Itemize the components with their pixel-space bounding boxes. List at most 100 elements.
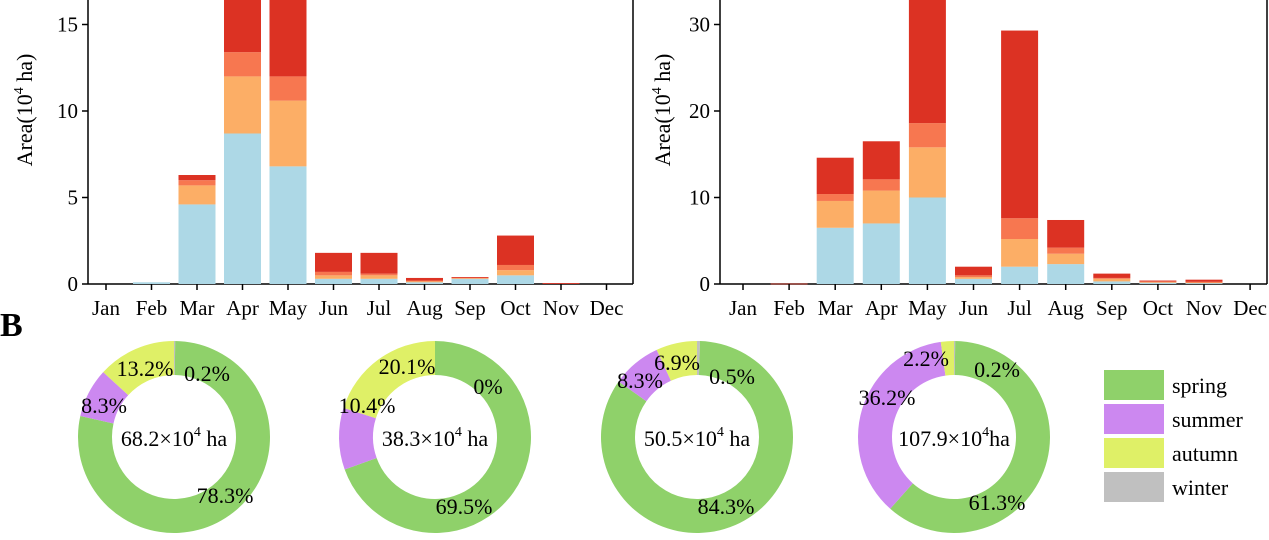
x-tick-label: Apr (865, 296, 898, 320)
bar-segment (1139, 282, 1177, 284)
center-value: 38.3×10 (382, 426, 455, 451)
bar-segment (224, 76, 261, 134)
bar-segment (1139, 280, 1177, 282)
x-tick-label: Sep (1096, 296, 1128, 320)
x-tick-label: Mar (818, 296, 853, 320)
x-tick-label: Jan (729, 296, 757, 320)
slice-percent-label: 13.2% (117, 356, 174, 381)
donut-slice (858, 341, 946, 509)
y-tick-label: 10 (57, 99, 78, 123)
donut-slice (103, 341, 174, 396)
slice-percent-label: 0.5% (709, 364, 755, 389)
donut-center-total: 68.2×104 ha (121, 425, 227, 451)
bar-segment (1001, 239, 1039, 267)
bar-segment (542, 283, 580, 284)
x-tick-label: May (908, 296, 947, 320)
center-value: 68.2×10 (121, 426, 194, 451)
donut-slice (78, 341, 270, 533)
center-exponent: 4 (455, 425, 462, 440)
legend-label-winter: winter (1172, 475, 1229, 500)
y-axis-label: Area(104 ha) (650, 54, 675, 167)
slice-percent-label: 2.2% (903, 346, 949, 371)
x-tick-label: Nov (543, 296, 580, 320)
x-tick-label: Jan (92, 296, 120, 320)
bar-segment (451, 278, 489, 284)
bar-segment (269, 166, 307, 284)
donut-slice (174, 341, 176, 376)
bar-segment (315, 252, 352, 272)
bar-segment (1185, 279, 1223, 282)
bar-segment (1185, 282, 1223, 284)
bar-segment (1001, 218, 1039, 240)
donut-charts: 0.2%78.3%8.3%13.2%68.2×104 ha0%69.5%10.4… (78, 341, 1051, 534)
bar-segment (497, 264, 534, 271)
bar-segment (315, 271, 352, 276)
legend-label-spring: spring (1172, 373, 1227, 398)
donut-center-total: 107.9×104ha (898, 425, 1010, 451)
bar-segment (315, 278, 352, 284)
bar-segment (1139, 281, 1177, 283)
y-tick-label: 10 (689, 186, 710, 210)
panel-label-b: B (0, 307, 23, 344)
bar-segment (178, 180, 216, 186)
bar-segment (908, 197, 946, 284)
x-tick-label: Jul (1007, 296, 1032, 320)
center-exponent: 4 (717, 425, 724, 440)
bar-segment (406, 281, 443, 283)
bar-segment (816, 227, 854, 284)
x-tick-label: Aug (1048, 296, 1085, 320)
x-tick-label: Oct (1143, 296, 1173, 320)
bar-segment (1093, 281, 1131, 284)
x-tick-label: Dec (1233, 296, 1267, 320)
y-tick-label: 5 (68, 186, 79, 210)
y-tick-label: 30 (689, 13, 710, 37)
donut-slice (697, 341, 701, 376)
x-tick-label: Sep (454, 296, 486, 320)
bar-segment (269, 76, 307, 101)
center-exponent: 4 (194, 425, 201, 440)
legend-swatch-winter (1104, 472, 1164, 502)
legend-swatch-spring (1104, 370, 1164, 400)
bar-segment (1047, 253, 1085, 265)
bar-segment (497, 270, 534, 276)
donut-center-total: 38.3×104 ha (382, 425, 488, 451)
bar-chart-right: 0 10 20 30 Area(104 ha) Jan Feb Mar Apr May Jun Jul… (650, 0, 1268, 320)
bar-segment (955, 278, 992, 284)
bar-segment (816, 157, 854, 195)
bar-segment (406, 280, 443, 282)
slice-percent-label: 8.3% (617, 368, 663, 393)
bar-segment (315, 275, 352, 279)
x-tick-label: Aug (406, 296, 443, 320)
bar-segment (816, 194, 854, 201)
bar-segment (178, 204, 216, 284)
center-unit: ha (462, 426, 489, 451)
bar-segment (1139, 281, 1177, 283)
x-tick-label: Jun (959, 296, 989, 320)
bar-segment (955, 275, 992, 278)
bar-segment (269, 100, 307, 167)
x-tick-label: Nov (1186, 296, 1223, 320)
donut-slice (940, 341, 954, 376)
bar-segment (955, 277, 992, 279)
bar-segment (360, 273, 398, 276)
bar-segment (770, 283, 808, 285)
center-unit: ha (724, 426, 751, 451)
bar-segment (1047, 264, 1085, 284)
center-exponent: 4 (982, 425, 989, 440)
bar-segment (451, 277, 489, 279)
x-tick-label: Jun (319, 296, 349, 320)
bar-segment (908, 147, 946, 198)
bar-segment (360, 275, 398, 279)
donut-slice (600, 341, 793, 533)
slice-percent-label: 6.9% (654, 350, 700, 375)
season-legend: spring summer autumn winter (1104, 370, 1244, 502)
center-value: 107.9×10 (898, 426, 982, 451)
bar-segment (224, 0, 261, 53)
bar-segment (862, 141, 900, 180)
bar-segment (178, 185, 216, 205)
x-tick-label: Apr (226, 296, 259, 320)
slice-percent-label: 61.3% (969, 490, 1026, 515)
bar-segment (360, 278, 398, 284)
x-tick-label: Feb (136, 296, 168, 320)
